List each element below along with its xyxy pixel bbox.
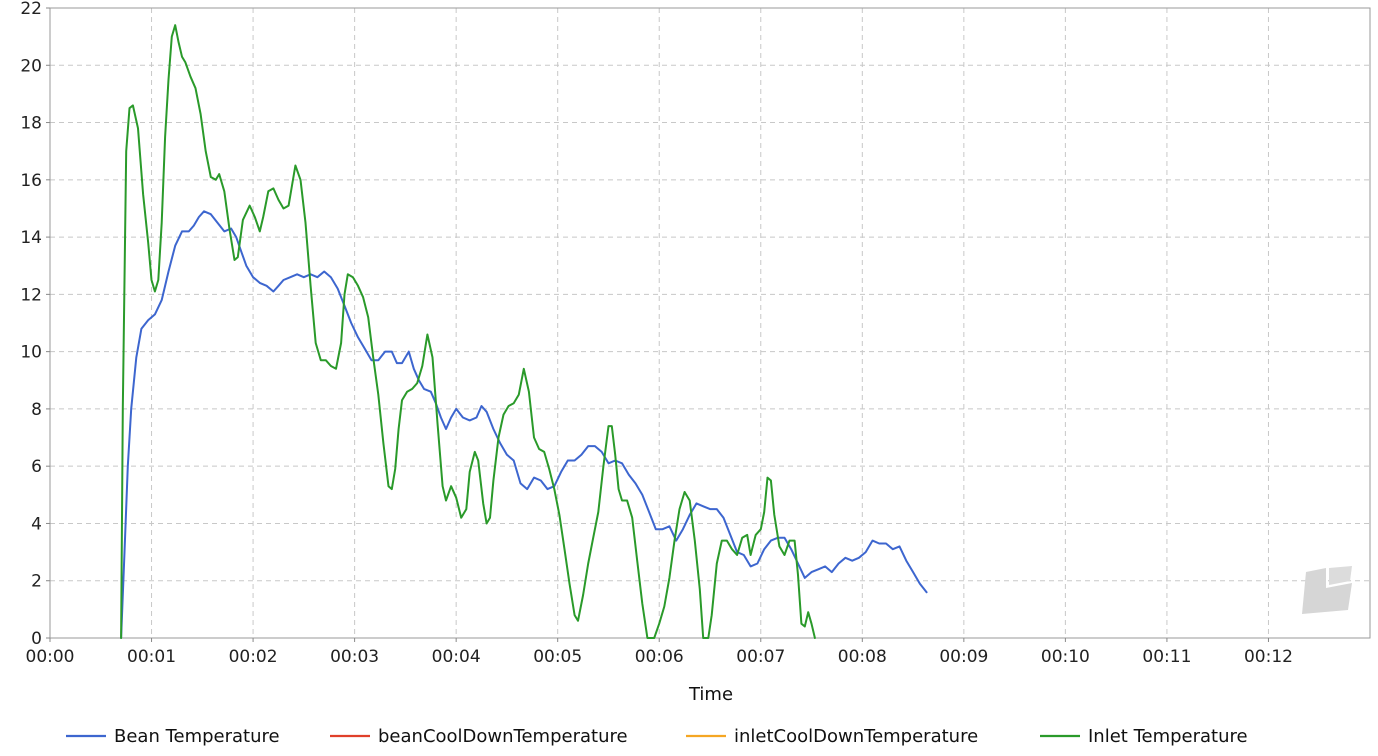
y-tick-label: 4 <box>31 514 42 534</box>
x-tick-label: 00:00 <box>26 647 75 667</box>
gridlines <box>49 7 1370 639</box>
x-tick-label: 00:05 <box>533 647 582 667</box>
x-tick-label: 00:11 <box>1142 647 1191 667</box>
y-tick-label: 18 <box>20 114 42 134</box>
series-lines <box>120 24 928 639</box>
x-axis-ticks: 00:00 00:01 00:02 00:03 00:04 00:05 00:06 00:07… <box>26 638 1293 667</box>
plot-border <box>49 7 1371 639</box>
x-tick-label: 00:09 <box>939 647 988 667</box>
x-tick-label: 00:10 <box>1041 647 1090 667</box>
x-tick-label: 00:07 <box>736 647 785 667</box>
legend-item-1[interactable]: beanCoolDownTemperature <box>330 726 628 747</box>
y-axis-ticks: 0 2 4 6 8 10 12 14 16 18 20 22 <box>20 0 50 649</box>
x-tick-label: 00:08 <box>838 647 887 667</box>
series-line-3 <box>120 24 816 639</box>
legend-label: inletCoolDownTemperature <box>734 726 978 747</box>
legend-item-0[interactable]: Bean Temperature <box>66 726 280 747</box>
legend-label: Inlet Temperature <box>1088 726 1248 747</box>
legend-item-2[interactable]: inletCoolDownTemperature <box>686 726 978 747</box>
y-tick-label: 20 <box>20 56 42 76</box>
x-tick-label: 00:03 <box>330 647 379 667</box>
x-axis-title: Time <box>688 684 733 705</box>
legend[interactable]: Bean Temperature beanCoolDownTemperature i… <box>66 726 1248 747</box>
y-tick-label: 14 <box>20 228 42 248</box>
y-tick-label: 10 <box>20 343 42 363</box>
legend-item-3[interactable]: Inlet Temperature <box>1040 726 1248 747</box>
app-logo-watermark <box>1302 566 1352 614</box>
y-tick-label: 12 <box>20 285 42 305</box>
y-tick-label: 2 <box>31 572 42 592</box>
y-tick-label: 16 <box>20 171 42 191</box>
legend-label: beanCoolDownTemperature <box>378 726 628 747</box>
x-tick-label: 00:04 <box>432 647 481 667</box>
series-line-0 <box>120 210 928 639</box>
y-tick-label: 22 <box>20 0 42 19</box>
x-tick-label: 00:01 <box>127 647 176 667</box>
y-tick-label: 8 <box>31 400 42 420</box>
x-tick-label: 00:06 <box>635 647 684 667</box>
y-tick-label: 6 <box>31 457 42 477</box>
x-tick-label: 00:12 <box>1244 647 1293 667</box>
x-tick-label: 00:02 <box>229 647 278 667</box>
legend-label: Bean Temperature <box>114 726 280 747</box>
y-tick-label: 0 <box>31 629 42 649</box>
plot-area <box>49 7 1371 639</box>
